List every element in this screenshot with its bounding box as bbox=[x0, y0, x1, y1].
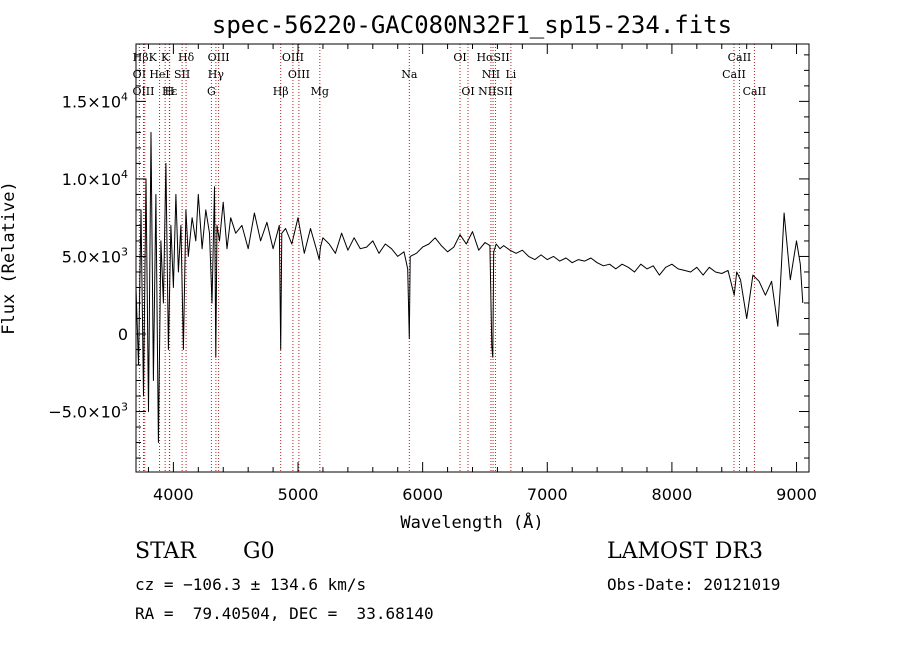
plot-frame bbox=[135, 43, 810, 473]
line-label-7: CaII bbox=[728, 51, 752, 64]
line-label-25: CaII bbox=[743, 85, 767, 98]
line-label-4: OIII bbox=[282, 51, 304, 64]
line-label-24: NIISII bbox=[478, 85, 513, 98]
y-tick-label: 1.0×104 bbox=[62, 168, 128, 189]
observation-date: Obs-Date: 20121019 bbox=[607, 575, 781, 594]
x-axis-label: Wavelength (Å) bbox=[400, 511, 543, 533]
line-label-23: OI bbox=[461, 85, 474, 98]
coordinates: RA = 79.40504, DEC = 33.68140 bbox=[135, 604, 434, 623]
line-label-10: SII bbox=[174, 68, 190, 81]
x-tick-label: 4000 bbox=[153, 485, 194, 504]
x-axis: 4000 5000 6000 7000 8000 9000 bbox=[147, 44, 817, 504]
object-subclass: G0 bbox=[243, 539, 275, 564]
line-label-5: OI bbox=[453, 51, 466, 64]
y-axis: −5.0×103 0 5.0×103 1.0×104 1.5×104 bbox=[48, 54, 809, 459]
line-label-22: Mg bbox=[311, 85, 329, 98]
spectrum-series bbox=[135, 131, 804, 443]
x-tick-label: 8000 bbox=[652, 485, 693, 504]
line-label-6: HαSII bbox=[476, 51, 509, 64]
x-tick-label: 9000 bbox=[776, 485, 817, 504]
line-label-17: OIII bbox=[132, 85, 154, 98]
line-label-16: CaII bbox=[722, 68, 746, 81]
line-label-0: HβK bbox=[133, 51, 158, 64]
line-label-15: Li bbox=[505, 68, 516, 81]
y-tick-label: −5.0×103 bbox=[48, 401, 128, 422]
y-tick-label: 0 bbox=[118, 325, 128, 344]
series-line-0 bbox=[135, 131, 804, 443]
survey-name: LAMOST DR3 bbox=[607, 539, 763, 564]
x-tick-label: 5000 bbox=[278, 485, 319, 504]
line-label-12: OIII bbox=[288, 68, 310, 81]
line-label-9: HeI bbox=[149, 68, 169, 81]
line-label-20: G bbox=[207, 85, 216, 98]
line-label-3: OIII bbox=[208, 51, 230, 64]
line-label-13: Na bbox=[401, 68, 418, 81]
line-label-1: K bbox=[161, 51, 170, 64]
line-label-2: Hδ bbox=[178, 51, 195, 64]
line-label-21: Hβ bbox=[273, 85, 289, 98]
redshift-velocity: cz = −106.3 ± 134.6 km/s bbox=[135, 575, 367, 594]
y-tick-label: 5.0×103 bbox=[62, 245, 128, 266]
object-class: STAR bbox=[135, 539, 196, 564]
line-label-18: Hε bbox=[162, 85, 178, 98]
line-label-14: NII bbox=[482, 68, 500, 81]
chart-title: spec-56220-GAC080N32F1_sp15-234.fits bbox=[212, 11, 732, 39]
line-label-19: H bbox=[165, 85, 175, 98]
emission-line-markers: HβK K Hδ OIII OIII OI HαSII CaII OI HeI SII Hγ OIII N… bbox=[132, 44, 766, 472]
y-tick-label: 1.5×104 bbox=[62, 90, 128, 111]
line-label-11: Hγ bbox=[208, 68, 225, 81]
x-tick-label: 7000 bbox=[527, 485, 568, 504]
x-tick-label: 6000 bbox=[402, 485, 443, 504]
y-axis-label: Flux (Relative) bbox=[0, 181, 19, 335]
